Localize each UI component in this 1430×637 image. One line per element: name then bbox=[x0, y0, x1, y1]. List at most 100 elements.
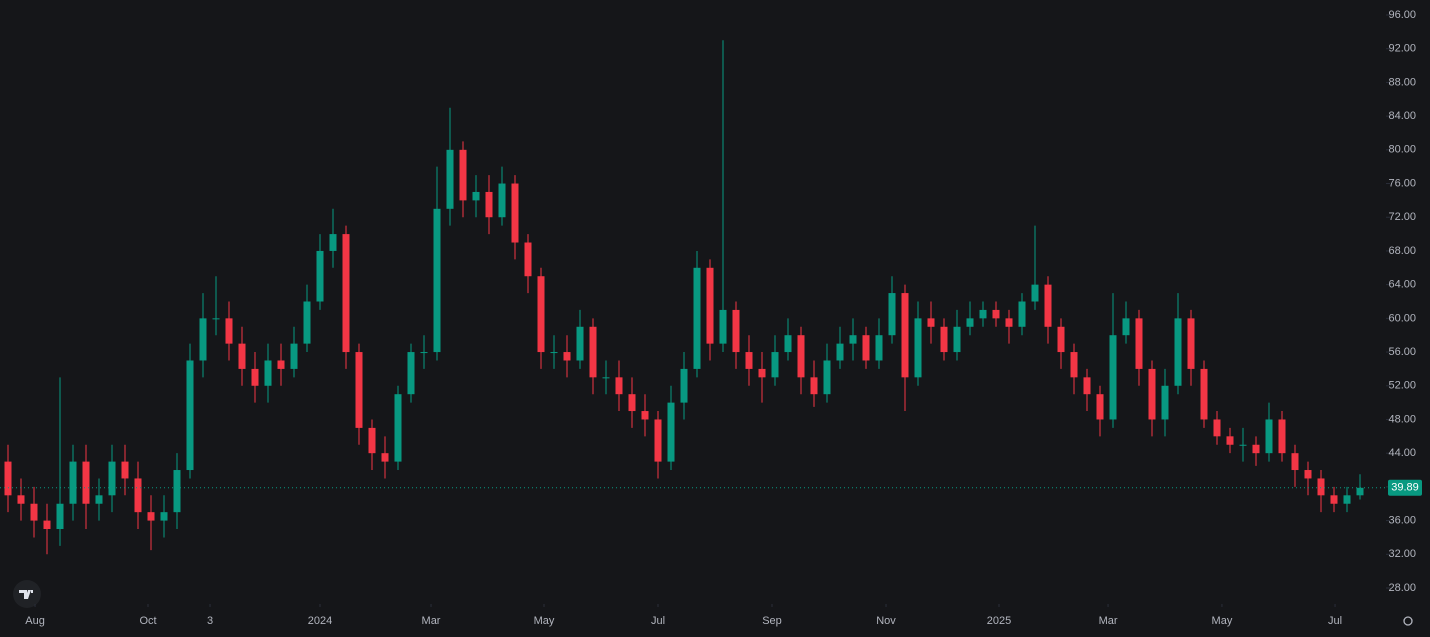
candle-body bbox=[4, 461, 12, 496]
logo-mark[interactable] bbox=[19, 590, 33, 599]
candle-body bbox=[290, 343, 298, 369]
x-tick-label: 2025 bbox=[987, 615, 1011, 627]
x-tick-label: 2024 bbox=[308, 615, 332, 627]
y-tick-label: 60.00 bbox=[1388, 312, 1416, 324]
candle-body bbox=[264, 360, 272, 386]
candle-body bbox=[706, 267, 714, 344]
candle-body bbox=[810, 377, 818, 395]
candle-body bbox=[1070, 352, 1078, 378]
candle-body bbox=[160, 512, 168, 521]
candle-body bbox=[1018, 301, 1026, 327]
y-tick-label: 76.00 bbox=[1388, 177, 1416, 189]
candle-body bbox=[355, 352, 363, 428]
candle-body bbox=[121, 461, 129, 479]
y-tick-label: 44.00 bbox=[1388, 447, 1416, 459]
candle-body bbox=[368, 427, 376, 454]
x-tick-label: Nov bbox=[876, 615, 896, 627]
candle-body bbox=[953, 326, 961, 353]
y-tick-label: 32.00 bbox=[1388, 548, 1416, 560]
candle-body bbox=[316, 250, 324, 302]
candle-body bbox=[992, 309, 1000, 319]
candle-body bbox=[576, 326, 584, 361]
candle-body bbox=[342, 234, 350, 353]
y-tick-label: 72.00 bbox=[1388, 211, 1416, 223]
candle-body bbox=[1343, 495, 1351, 504]
candle-body bbox=[1239, 444, 1247, 446]
tv-logo[interactable] bbox=[13, 580, 41, 608]
candle-body bbox=[966, 318, 974, 327]
candle-body bbox=[446, 149, 454, 209]
candle-body bbox=[1148, 368, 1156, 420]
candle-body bbox=[511, 183, 519, 243]
x-tick-label: Oct bbox=[139, 615, 156, 627]
candle-body bbox=[1330, 495, 1338, 504]
y-tick-label: 48.00 bbox=[1388, 413, 1416, 425]
last-price-label: 39.89 bbox=[1391, 482, 1419, 494]
y-tick-label: 52.00 bbox=[1388, 380, 1416, 392]
candle-body bbox=[771, 352, 779, 378]
candle-body bbox=[56, 503, 64, 530]
candle-body bbox=[173, 470, 181, 513]
candle-body bbox=[43, 520, 51, 530]
candle-body bbox=[680, 368, 688, 403]
candle-body bbox=[849, 335, 857, 344]
candle-body bbox=[238, 343, 246, 369]
settings-icon[interactable] bbox=[1403, 616, 1413, 626]
candle-body bbox=[69, 461, 77, 504]
candle-body bbox=[589, 326, 597, 378]
x-tick-label: May bbox=[1212, 615, 1233, 627]
x-tick-label: Jul bbox=[651, 615, 665, 627]
y-tick-label: 80.00 bbox=[1388, 144, 1416, 156]
candle-body bbox=[30, 503, 38, 521]
candle-body bbox=[732, 309, 740, 353]
x-tick-label: Aug bbox=[25, 615, 45, 627]
candle-body bbox=[667, 402, 675, 462]
candle-body bbox=[693, 267, 701, 369]
candle-body bbox=[1187, 318, 1195, 369]
candle-body bbox=[108, 461, 116, 496]
candle-body bbox=[433, 208, 441, 353]
candle-body bbox=[407, 352, 415, 395]
candle-body bbox=[329, 234, 337, 251]
candle-body bbox=[927, 318, 935, 327]
candle-body bbox=[420, 352, 428, 354]
candle-body bbox=[1213, 419, 1221, 437]
y-tick-label: 68.00 bbox=[1388, 245, 1416, 257]
candle-body bbox=[602, 377, 610, 379]
candle-body bbox=[1031, 284, 1039, 302]
candle-body bbox=[134, 478, 142, 513]
candle-body bbox=[498, 183, 506, 218]
y-tick-label: 84.00 bbox=[1388, 110, 1416, 122]
candle-body bbox=[1122, 318, 1130, 336]
candle-body bbox=[979, 309, 987, 319]
candle-body bbox=[212, 318, 220, 320]
candle-body bbox=[251, 368, 259, 386]
candle-body bbox=[82, 461, 90, 504]
candle-body bbox=[524, 242, 532, 277]
candle-body bbox=[1083, 377, 1091, 395]
candle-body bbox=[147, 512, 155, 521]
candle-body bbox=[914, 318, 922, 378]
candle-body bbox=[1057, 326, 1065, 353]
candle-body bbox=[550, 352, 558, 354]
gear[interactable] bbox=[1403, 616, 1413, 626]
candle-body bbox=[862, 335, 870, 361]
candle-body bbox=[654, 419, 662, 462]
candle-body bbox=[1226, 436, 1234, 445]
y-tick-label: 28.00 bbox=[1388, 582, 1416, 594]
candle-body bbox=[537, 276, 545, 353]
x-tick-label: 3 bbox=[207, 615, 213, 627]
candle-body bbox=[641, 411, 649, 420]
candle-body bbox=[758, 368, 766, 378]
candle-body bbox=[459, 149, 467, 201]
y-tick-label: 96.00 bbox=[1388, 9, 1416, 21]
candle-body bbox=[1356, 487, 1364, 496]
candle-body bbox=[186, 360, 194, 471]
candle-body bbox=[1304, 470, 1312, 479]
candle-body bbox=[225, 318, 233, 344]
candle-body bbox=[615, 377, 623, 395]
candle-body bbox=[95, 495, 103, 504]
candle-body bbox=[888, 293, 896, 336]
candle-body bbox=[199, 318, 207, 361]
